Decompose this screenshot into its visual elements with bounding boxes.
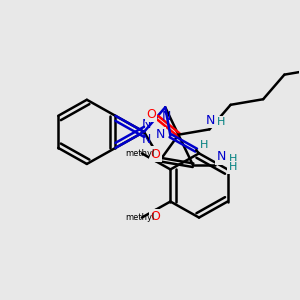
Text: O: O	[146, 108, 156, 121]
Text: N: N	[142, 133, 152, 146]
Text: O: O	[151, 148, 160, 160]
Text: N: N	[156, 128, 165, 141]
Text: N: N	[217, 150, 226, 164]
Text: N: N	[162, 110, 171, 123]
Text: H: H	[229, 154, 237, 164]
Text: N: N	[142, 118, 152, 130]
Text: H: H	[200, 140, 208, 150]
Text: methyl: methyl	[126, 149, 155, 158]
Text: H: H	[217, 117, 226, 128]
Text: methyl: methyl	[126, 213, 155, 222]
Text: N: N	[206, 114, 215, 127]
Text: O: O	[151, 210, 160, 224]
Text: H: H	[229, 163, 237, 172]
